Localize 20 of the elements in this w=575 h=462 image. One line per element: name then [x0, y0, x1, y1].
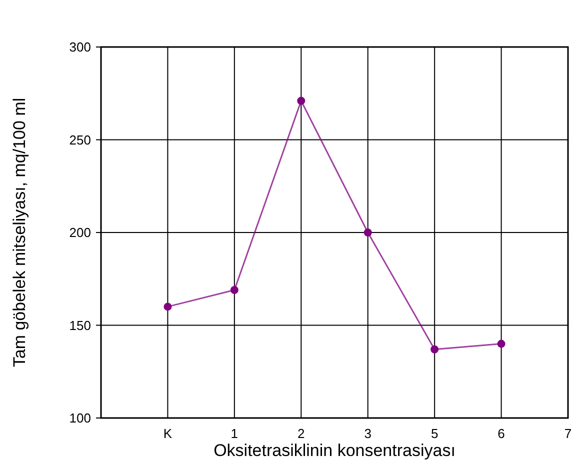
x-tick-label: 2	[298, 426, 305, 441]
x-tick-label: 3	[364, 426, 372, 441]
x-tick-label: 6	[498, 426, 505, 441]
x-tick-label: 7	[564, 426, 572, 441]
point	[430, 345, 439, 354]
x-tick-label: 1	[230, 426, 238, 441]
y-tick-label: 250	[69, 132, 91, 148]
y-tick-label: 200	[69, 225, 91, 240]
x-axis-title: Oksitetrasiklinin konsentrasiyası	[214, 441, 456, 460]
y-axis-title: Tam göbelek mitseliyası, mq/100 ml	[10, 98, 29, 368]
point	[497, 340, 506, 348]
x-tick-label: K	[163, 426, 172, 441]
point	[364, 228, 372, 236]
y-tick-label: 100	[69, 410, 91, 426]
x-tick-label: 5	[430, 426, 438, 441]
y-tick-label: 150	[69, 318, 91, 333]
point	[230, 286, 238, 294]
y-tick-label: 300	[69, 40, 91, 55]
point	[297, 96, 306, 105]
point	[164, 302, 172, 311]
